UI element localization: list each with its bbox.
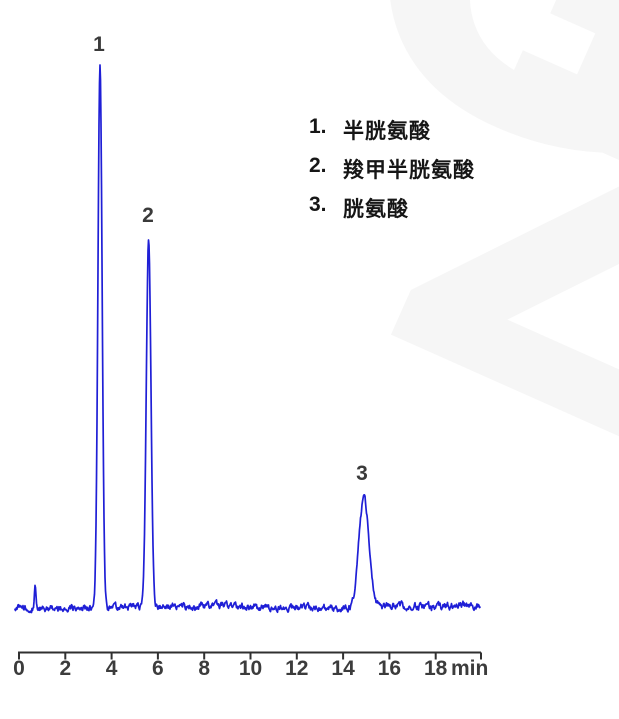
peak-label-3: 3	[356, 462, 368, 485]
legend-item-number: 1.	[309, 115, 327, 138]
x-tick-label: 16	[377, 657, 402, 680]
legend-item-name: 半胱氨酸	[343, 119, 431, 143]
legend-item: 2. 羧甲半胱氨酸	[309, 154, 475, 184]
x-axis-unit-label: min	[451, 657, 489, 680]
x-tick-label: 18	[424, 657, 448, 680]
peak-legend: 1. 半胱氨酸 2. 羧甲半胱氨酸 3. 胱氨酸	[309, 115, 475, 232]
legend-item-name: 羧甲半胱氨酸	[343, 158, 475, 182]
peak-label-1: 1	[93, 33, 105, 56]
x-tick-label: 12	[285, 657, 309, 680]
legend-item-name: 胱氨酸	[343, 197, 409, 221]
legend-item-number: 2.	[309, 154, 327, 177]
legend-item: 1. 半胱氨酸	[309, 115, 475, 145]
x-tick-label: 8	[198, 657, 211, 680]
x-tick-label: 6	[152, 657, 164, 680]
legend-item-number: 3.	[309, 193, 327, 216]
legend-item: 3. 胱氨酸	[309, 193, 475, 223]
x-tick-label: 4	[105, 657, 118, 680]
peak-label-2: 2	[142, 204, 154, 227]
x-tick-label: 0	[13, 657, 25, 680]
x-tick-label: 14	[331, 657, 355, 680]
x-tick-label: 2	[59, 657, 72, 680]
x-tick-label: 10	[238, 657, 263, 680]
